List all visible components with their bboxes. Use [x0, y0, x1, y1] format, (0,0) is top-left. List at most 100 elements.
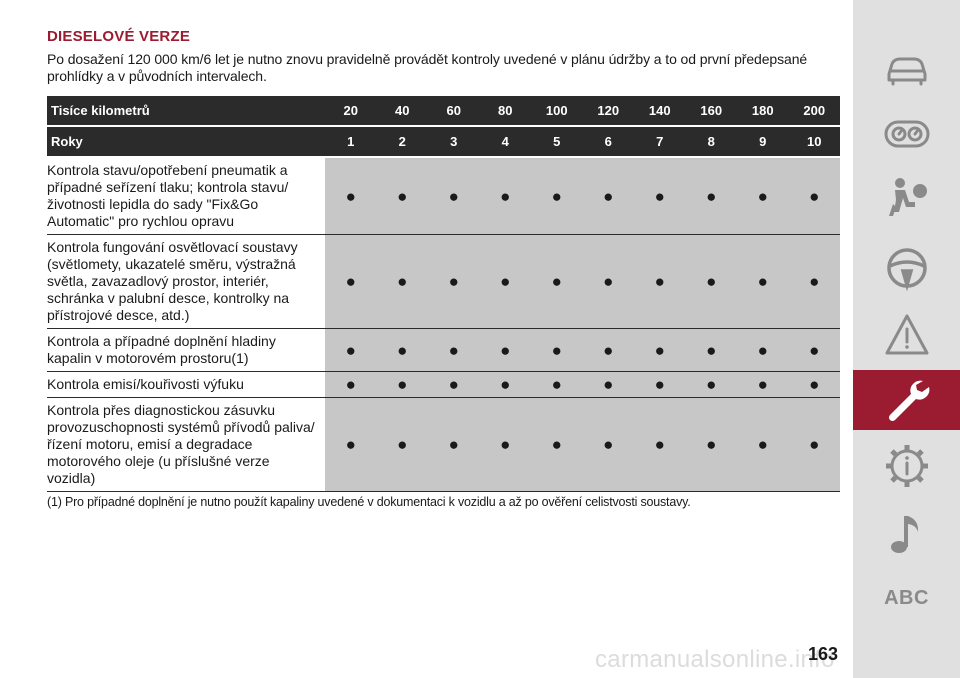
check-dot: ●: [531, 328, 583, 372]
sidebar-item-safety[interactable]: [853, 168, 960, 228]
check-dot: ●: [428, 157, 480, 235]
check-dot: ●: [634, 157, 686, 235]
footnote: (1) Pro případné doplnění je nutno použí…: [47, 495, 691, 509]
steering-wheel-icon: [886, 248, 927, 292]
sidebar-item-multimedia[interactable]: [853, 504, 960, 564]
check-dot: ●: [325, 234, 377, 329]
table-row: Kontrola fungování osvětlovací soustavy …: [47, 234, 840, 329]
abc-index-label: ABC: [884, 586, 929, 609]
page-number: 163: [808, 644, 839, 664]
check-dot: ●: [685, 371, 737, 398]
warning-triangle-icon: [885, 314, 928, 355]
sidebar-item-maintenance[interactable]: [853, 370, 960, 430]
sidebar-item-car[interactable]: [853, 38, 960, 98]
km-header-cell: 60: [428, 96, 480, 127]
check-dot: ●: [531, 234, 583, 329]
check-dot: ●: [479, 371, 531, 398]
main-content: DIESELOVÉ VERZE Po dosažení 120 000 km/6…: [47, 28, 840, 509]
sidebar-item-technical-data[interactable]: [853, 436, 960, 496]
sidebar-item-driving[interactable]: [853, 238, 960, 298]
section-heading: DIESELOVÉ VERZE: [47, 28, 191, 45]
years-header-cell: 1: [325, 126, 377, 158]
airbag-person-icon: [888, 178, 927, 216]
years-header-cell: 10: [788, 126, 840, 158]
row-label: Kontrola fungování osvětlovací soustavy …: [47, 234, 325, 329]
intro-paragraph: Po dosažení 120 000 km/6 let je nutno zn…: [47, 51, 808, 84]
years-header-cell: 9: [737, 126, 789, 158]
check-dot: ●: [428, 397, 480, 492]
check-dot: ●: [428, 371, 480, 398]
km-header-cell: 20: [325, 96, 377, 127]
years-header-cell: 5: [531, 126, 583, 158]
table-row: Kontrola stavu/opotřebení pneumatik a př…: [47, 157, 840, 235]
check-dot: ●: [634, 371, 686, 398]
km-header-cell: 140: [634, 96, 686, 127]
check-dot: ●: [737, 157, 789, 235]
check-dot: ●: [788, 157, 840, 235]
check-dot: ●: [531, 371, 583, 398]
check-dot: ●: [582, 234, 634, 329]
km-header-label: Tisíce kilometrů: [47, 96, 325, 127]
km-header-cell: 40: [376, 96, 428, 127]
table-body: Kontrola stavu/opotřebení pneumatik a př…: [47, 157, 840, 492]
years-header-label: Roky: [47, 126, 325, 158]
check-dot: ●: [634, 397, 686, 492]
km-header-cell: 120: [582, 96, 634, 127]
years-header-cell: 6: [582, 126, 634, 158]
check-dot: ●: [376, 397, 428, 492]
km-header-cell: 100: [531, 96, 583, 127]
years-header-cell: 2: [376, 126, 428, 158]
km-header-cell: 160: [685, 96, 737, 127]
table-row: Kontrola emisí/kouřivosti výfuku ● ● ● ● ● ● ● ●…: [47, 371, 840, 398]
check-dot: ●: [737, 371, 789, 398]
maintenance-table: Tisíce kilometrů 20 40 60 80 100 120 140…: [47, 96, 840, 492]
gauge-icon: [884, 120, 929, 148]
check-dot: ●: [479, 234, 531, 329]
check-dot: ●: [376, 371, 428, 398]
check-dot: ●: [737, 397, 789, 492]
check-dot: ●: [325, 397, 377, 492]
check-dot: ●: [376, 234, 428, 329]
check-dot: ●: [582, 397, 634, 492]
years-header-cell: 3: [428, 126, 480, 158]
check-dot: ●: [428, 328, 480, 372]
check-dot: ●: [737, 234, 789, 329]
check-dot: ●: [376, 328, 428, 372]
check-dot: ●: [376, 157, 428, 235]
check-dot: ●: [582, 157, 634, 235]
check-dot: ●: [788, 371, 840, 398]
watermark: carmanualsonline.info: [595, 646, 835, 673]
gear-info-icon: [885, 445, 928, 487]
table-row: Kontrola a případné doplnění hladiny kap…: [47, 328, 840, 372]
years-header-cell: 8: [685, 126, 737, 158]
chapter-sidebar: ABC: [853, 0, 960, 678]
km-header-row: Tisíce kilometrů 20 40 60 80 100 120 140…: [47, 96, 840, 127]
check-dot: ●: [685, 397, 737, 492]
row-label: Kontrola a případné doplnění hladiny kap…: [47, 328, 325, 372]
years-header-cell: 7: [634, 126, 686, 158]
km-header-cell: 200: [788, 96, 840, 127]
table-row: Kontrola přes diagnostickou zásuvku prov…: [47, 397, 840, 492]
check-dot: ●: [634, 234, 686, 329]
row-label: Kontrola emisí/kouřivosti výfuku: [47, 371, 325, 398]
check-dot: ●: [685, 234, 737, 329]
check-dot: ●: [582, 371, 634, 398]
check-dot: ●: [325, 371, 377, 398]
km-header-cell: 180: [737, 96, 789, 127]
music-note-icon: [890, 516, 918, 553]
check-dot: ●: [428, 234, 480, 329]
row-label: Kontrola přes diagnostickou zásuvku prov…: [47, 397, 325, 492]
check-dot: ●: [634, 328, 686, 372]
check-dot: ●: [582, 328, 634, 372]
sidebar-item-dashboard[interactable]: [853, 104, 960, 164]
sidebar-item-index[interactable]: ABC: [853, 568, 960, 628]
check-dot: ●: [479, 397, 531, 492]
check-dot: ●: [479, 328, 531, 372]
check-dot: ●: [788, 234, 840, 329]
check-dot: ●: [325, 328, 377, 372]
check-dot: ●: [531, 397, 583, 492]
years-header-cell: 4: [479, 126, 531, 158]
car-icon: [887, 57, 926, 86]
check-dot: ●: [685, 328, 737, 372]
sidebar-item-emergency[interactable]: [853, 305, 960, 365]
